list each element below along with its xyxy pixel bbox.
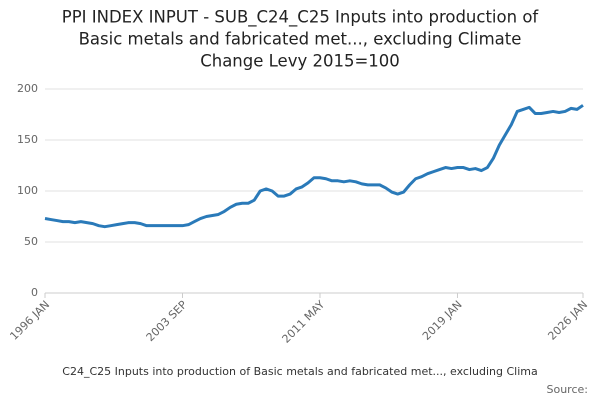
x-tick-label: 1996 JAN — [7, 298, 52, 343]
y-tick-label: 200 — [17, 82, 38, 95]
source: Source: — [547, 383, 589, 396]
chart-title: Basic metals and fabricated met..., excl… — [79, 30, 522, 49]
y-tick-label: 150 — [17, 133, 38, 146]
y-tick-label: 0 — [31, 286, 38, 299]
x-tick-label: 2026 JAN — [545, 298, 590, 343]
x-tick-label: 2011 MAY — [280, 298, 328, 346]
x-tick-label: 2003 SEP — [144, 298, 190, 344]
chart-title: Change Levy 2015=100 — [200, 52, 400, 71]
data-line — [44, 104, 584, 229]
y-tick-label: 50 — [24, 235, 38, 248]
chart-title: PPI INDEX INPUT - SUB_C24_C25 Inputs int… — [62, 8, 540, 28]
legend-entry: C24_C25 Inputs into production of Basic … — [62, 365, 537, 378]
x-tick-label: 2019 JAN — [420, 298, 465, 343]
y-tick-label: 100 — [17, 184, 38, 197]
